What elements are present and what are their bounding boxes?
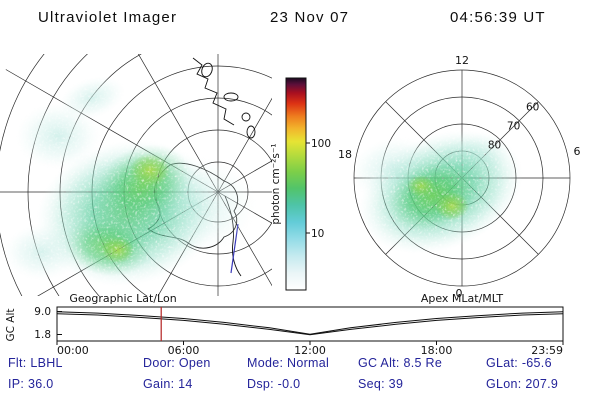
- status-gc-alt: GC Alt: 8.5 Re: [358, 356, 443, 370]
- x-tick-label: 00:00: [57, 344, 89, 357]
- aurora-blob: [130, 154, 170, 186]
- mlt-label-12: 12: [455, 54, 469, 67]
- island-outline: [201, 62, 213, 78]
- island-outline: [223, 92, 239, 102]
- x-tick-label: 18:00: [421, 344, 453, 357]
- coastline-path: [192, 57, 235, 126]
- y-tick-label-top: 9.0: [34, 306, 51, 318]
- mlat-label: 70: [507, 120, 520, 132]
- gc-alt-curves: [56, 307, 564, 341]
- strip-y-axis-label: GC Alt: [5, 308, 17, 341]
- mlt-label-18: 18: [338, 148, 352, 161]
- aurora-blob: [435, 192, 469, 220]
- aurora-blob: [407, 175, 435, 197]
- status-flt: Flt: LBHL: [8, 356, 63, 370]
- status-mode: Mode: Normal: [247, 356, 330, 370]
- island-outline: [241, 112, 251, 122]
- strip-chart-frame: [56, 306, 564, 342]
- y-tick-label-bottom: 1.8: [34, 329, 51, 341]
- app-title: Ultraviolet Imager: [38, 9, 178, 26]
- mlt-label-0: 0: [456, 287, 463, 300]
- mlat-ring-labels: 80 70 60: [488, 101, 540, 151]
- mlt-label-6: 6: [574, 145, 581, 158]
- x-tick-label: 23:59: [531, 344, 563, 357]
- longitude-line: [217, 97, 272, 193]
- mlat-label: 80: [488, 140, 501, 152]
- aurora-blob: [102, 237, 134, 263]
- gc-alt-curve-lower: [56, 313, 564, 336]
- status-ip: IP: 36.0: [8, 377, 54, 391]
- x-tick-label: 06:00: [168, 344, 200, 357]
- longitude-line: [137, 54, 219, 193]
- mlat-label: 60: [526, 101, 539, 113]
- colorbar-tick-label-upper: 100: [311, 138, 331, 150]
- x-tick-label: 12:00: [294, 344, 326, 357]
- date-label: 23 Nov 07: [270, 9, 350, 26]
- status-seq: Seq: 39: [358, 377, 404, 391]
- colorbar-tick-label-lower: 10: [311, 228, 324, 240]
- colorbar: [285, 77, 307, 291]
- status-glon: GLon: 207.9: [486, 377, 559, 391]
- status-door: Door: Open: [143, 356, 211, 370]
- gc-alt-curve-upper: [56, 311, 564, 335]
- colorbar-unit-label: photon cm⁻²s⁻¹: [270, 143, 282, 224]
- left-panel-title: Geographic Lat/Lon: [69, 292, 176, 305]
- right-panel-title: Apex MLat/MLT: [421, 292, 504, 305]
- aurora-image-geographic: [4, 76, 256, 286]
- status-dsp: Dsp: -0.0: [247, 377, 301, 391]
- status-glat: GLat: -65.6: [486, 356, 552, 370]
- status-gain: Gain: 14: [143, 377, 193, 391]
- longitude-line: [217, 160, 272, 193]
- island-outline: [246, 125, 256, 139]
- aurora-blob: [59, 76, 125, 120]
- time-label: 04:56:39 UT: [450, 9, 546, 26]
- aurora-image-apex: [356, 130, 523, 254]
